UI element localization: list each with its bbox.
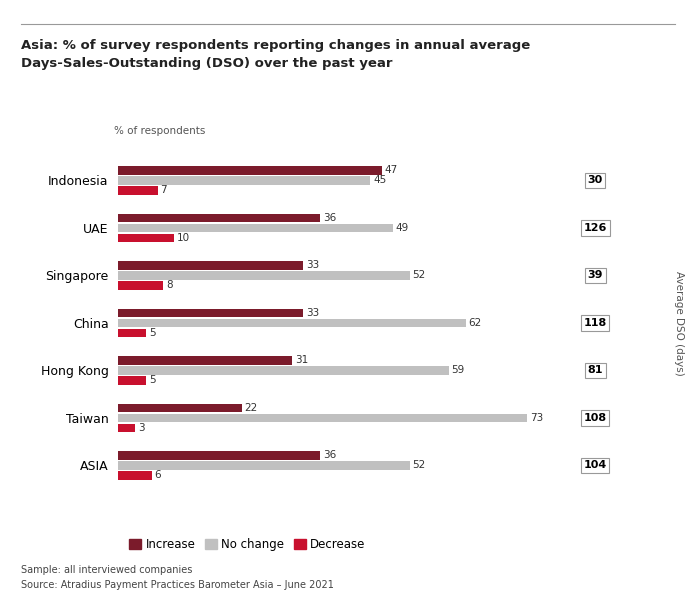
Bar <box>118 356 292 365</box>
Text: Source: Atradius Payment Practices Barometer Asia – June 2021: Source: Atradius Payment Practices Barom… <box>21 580 334 590</box>
Text: 33: 33 <box>306 261 319 270</box>
Bar <box>118 404 242 412</box>
Bar <box>118 451 320 460</box>
Text: 8: 8 <box>166 280 173 291</box>
Text: 30: 30 <box>587 175 603 185</box>
Bar <box>118 309 303 317</box>
Bar <box>118 186 157 194</box>
Bar <box>118 423 135 432</box>
Bar <box>118 281 163 289</box>
Text: 108: 108 <box>583 413 607 423</box>
Text: 5: 5 <box>149 376 156 385</box>
Bar <box>118 319 466 327</box>
Text: Average DSO (days): Average DSO (days) <box>674 270 683 376</box>
Text: 49: 49 <box>395 223 409 233</box>
Text: 52: 52 <box>413 460 426 471</box>
Bar <box>118 461 410 470</box>
Legend: Increase, No change, Decrease: Increase, No change, Decrease <box>124 533 370 556</box>
Text: 126: 126 <box>583 223 607 233</box>
Text: 39: 39 <box>587 270 603 280</box>
Text: 81: 81 <box>587 365 603 376</box>
Text: 118: 118 <box>583 318 607 328</box>
Text: 5: 5 <box>149 328 156 338</box>
Text: 52: 52 <box>413 270 426 280</box>
Bar <box>118 234 174 242</box>
Text: 36: 36 <box>323 450 336 460</box>
Text: 22: 22 <box>244 403 258 413</box>
Text: 45: 45 <box>373 175 386 185</box>
Text: Days-Sales-Outstanding (DSO) over the past year: Days-Sales-Outstanding (DSO) over the pa… <box>21 57 393 70</box>
Text: % of respondents: % of respondents <box>113 126 205 136</box>
Text: 3: 3 <box>138 423 145 433</box>
Bar <box>118 329 146 337</box>
Text: 33: 33 <box>306 308 319 318</box>
Bar <box>118 471 152 480</box>
Text: Sample: all interviewed companies: Sample: all interviewed companies <box>21 565 192 575</box>
Bar <box>118 376 146 385</box>
Text: 7: 7 <box>160 185 167 196</box>
Text: 59: 59 <box>452 365 465 376</box>
Text: 31: 31 <box>295 355 308 365</box>
Text: 104: 104 <box>583 460 607 471</box>
Bar <box>118 166 381 175</box>
Text: 10: 10 <box>177 233 190 243</box>
Text: 36: 36 <box>323 213 336 223</box>
Bar <box>118 271 410 280</box>
Bar <box>118 366 449 375</box>
Text: 6: 6 <box>155 471 161 480</box>
Bar <box>118 414 528 422</box>
Text: 62: 62 <box>468 318 482 328</box>
Text: 73: 73 <box>530 413 544 423</box>
Text: 47: 47 <box>384 166 397 175</box>
Text: Asia: % of survey respondents reporting changes in annual average: Asia: % of survey respondents reporting … <box>21 39 530 52</box>
Bar <box>118 261 303 270</box>
Bar <box>118 224 393 232</box>
Bar <box>118 213 320 222</box>
Bar <box>118 176 370 185</box>
